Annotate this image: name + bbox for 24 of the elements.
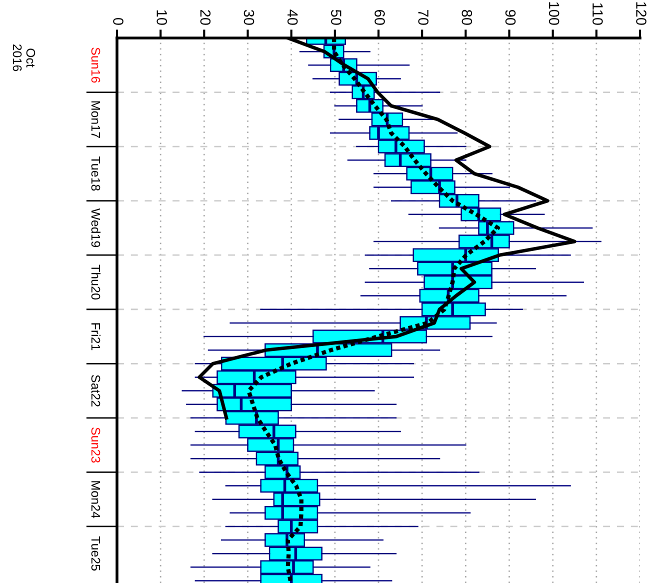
x-tick-label: 100 bbox=[548, 2, 560, 25]
x-tick-label: 30 bbox=[244, 10, 254, 25]
y-tick-label: Mon24 bbox=[91, 481, 100, 518]
x-tick-label: 20 bbox=[200, 10, 211, 25]
y-tick-label: Mon17 bbox=[91, 101, 100, 138]
y-tick-label: Sat22 bbox=[91, 375, 100, 406]
y-tick-label: Tue25 bbox=[91, 536, 100, 571]
x-tick-label: 120 bbox=[636, 2, 646, 25]
y-tick-label: Wed19 bbox=[91, 208, 100, 248]
x-tick-label: 110 bbox=[592, 3, 603, 25]
x-tick-label: 90 bbox=[505, 10, 516, 25]
x-tick-label: 0 bbox=[113, 18, 124, 25]
y-tick-label: Fri21 bbox=[91, 323, 100, 350]
y-tick-label: Sun16 bbox=[91, 48, 100, 83]
x-tick-label: 40 bbox=[287, 10, 298, 25]
x-tick-label: 10 bbox=[156, 10, 167, 25]
x-tick-label: 70 bbox=[418, 10, 428, 25]
y-tick-label: Sun23 bbox=[91, 428, 100, 463]
text: Oct 2016 bbox=[12, 44, 36, 72]
x-tick-label: 60 bbox=[374, 10, 385, 25]
y-tick-label: Tue18 bbox=[91, 156, 100, 191]
y-tick-label: Thu20 bbox=[91, 264, 100, 300]
x-tick-label: 80 bbox=[462, 10, 472, 25]
x-tick-label: 50 bbox=[331, 10, 342, 25]
